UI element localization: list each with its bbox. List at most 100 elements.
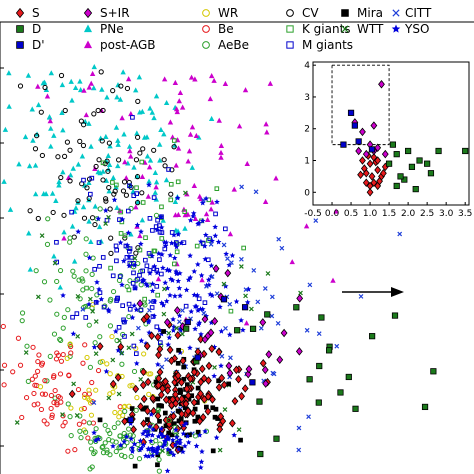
point-citt: [204, 283, 209, 289]
point-s: [139, 380, 147, 390]
point-yso: [122, 318, 129, 324]
point-yso: [86, 254, 93, 261]
point-wtt: [116, 391, 122, 397]
point-yso: [60, 292, 66, 298]
point-s: [150, 406, 158, 416]
point-be: [54, 400, 60, 406]
point-be: [75, 386, 82, 393]
point-pne: [86, 179, 92, 185]
point-m-giants: [166, 167, 171, 172]
inset-point-d: [385, 160, 393, 167]
point-d: [352, 405, 359, 412]
point-s-plus-ir: [225, 361, 233, 371]
point-pne: [2, 126, 9, 132]
legend-marker-s-plus-ir: [83, 7, 93, 19]
point-be: [39, 391, 46, 397]
point-yso: [218, 328, 225, 334]
point-yso: [151, 298, 158, 305]
point-yso: [145, 453, 152, 459]
point-be: [35, 358, 41, 365]
point-cv: [78, 118, 84, 124]
legend-marker-wr: [202, 9, 210, 17]
point-k-giants: [168, 181, 174, 187]
point-s: [216, 424, 224, 434]
point-s: [169, 395, 177, 404]
point-post-agb: [122, 159, 128, 165]
point-aebe: [133, 407, 139, 413]
point-yso: [102, 207, 109, 213]
point-yso: [142, 452, 149, 459]
point-post-agb: [192, 76, 198, 82]
point-cv: [106, 140, 112, 146]
point-yso: [240, 327, 246, 333]
legend-marker-be: [202, 25, 210, 33]
point-aebe: [104, 447, 110, 453]
point-aebe: [33, 268, 39, 274]
point-k-giants: [172, 261, 177, 267]
point-wtt: [52, 260, 58, 266]
point-pne: [172, 198, 179, 205]
point-yso: [215, 239, 222, 245]
point-d: [326, 347, 333, 354]
point-citt: [269, 294, 275, 300]
point-aebe: [131, 368, 138, 375]
point-yso: [197, 464, 204, 470]
point-cv: [77, 138, 83, 144]
point-wtt: [110, 357, 116, 363]
point-yso: [147, 270, 153, 276]
legend-item-yso: YSO: [391, 22, 429, 36]
point-wtt: [161, 311, 167, 317]
inset-frame: [312, 61, 470, 206]
point-post-agb: [289, 259, 295, 265]
legend-item-s: S: [15, 6, 40, 20]
point-citt: [275, 320, 281, 326]
point-yso: [178, 240, 185, 246]
point-mira: [175, 360, 181, 366]
point-s-plus-ir: [296, 294, 304, 303]
point-yso: [193, 443, 200, 449]
point-pne: [51, 132, 57, 138]
inset-y-tick-label: 4: [304, 61, 310, 71]
inset-dashed-box: [331, 64, 390, 146]
point-s: [143, 312, 151, 321]
point-yso: [160, 302, 167, 308]
point-s: [179, 356, 187, 366]
legend-marker-aebe: [202, 41, 210, 49]
point-aebe: [87, 364, 93, 370]
point-pne: [153, 179, 160, 185]
point-yso: [166, 334, 173, 341]
point-wr: [141, 351, 147, 357]
point-post-agb: [189, 124, 196, 130]
point-yso: [183, 286, 190, 293]
point-s: [189, 408, 197, 418]
point-be: [30, 344, 36, 350]
point-yso: [140, 430, 146, 437]
point-s-plus-ir: [276, 355, 284, 365]
point-yso: [170, 451, 177, 458]
point-pne: [92, 203, 98, 209]
point-m-giants: [155, 217, 160, 223]
point-pne: [163, 177, 170, 183]
point-citt: [334, 343, 340, 349]
point-yso: [209, 237, 215, 244]
point-m-giants: [143, 257, 148, 263]
point-wtt: [126, 345, 132, 351]
point-wr: [112, 409, 118, 416]
point-s: [140, 394, 148, 404]
point-post-agb: [127, 148, 133, 154]
point-cv: [99, 138, 105, 144]
point-aebe: [108, 296, 114, 302]
point-yso: [177, 440, 183, 446]
legend-label-wr: WR: [218, 6, 238, 20]
point-m-giants: [154, 284, 160, 289]
point-mira: [132, 463, 138, 469]
point-m-giants: [127, 306, 133, 312]
point-wtt: [119, 350, 125, 356]
point-cv: [124, 85, 131, 92]
point-k-giants: [241, 245, 246, 251]
point-cv: [93, 163, 99, 170]
point-yso: [127, 420, 134, 426]
point-aebe: [67, 414, 73, 420]
point-mira: [155, 462, 160, 468]
